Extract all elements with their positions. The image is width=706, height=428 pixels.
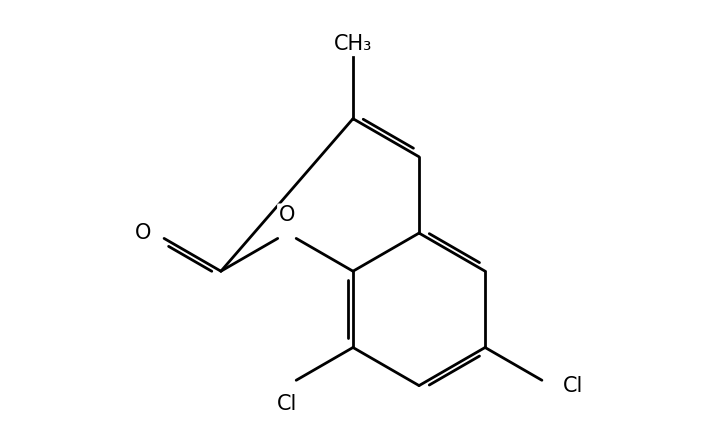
Text: O: O xyxy=(135,223,151,243)
Text: Cl: Cl xyxy=(277,393,297,413)
Text: Cl: Cl xyxy=(563,376,583,395)
Text: CH₃: CH₃ xyxy=(334,35,372,54)
Text: O: O xyxy=(279,205,295,225)
